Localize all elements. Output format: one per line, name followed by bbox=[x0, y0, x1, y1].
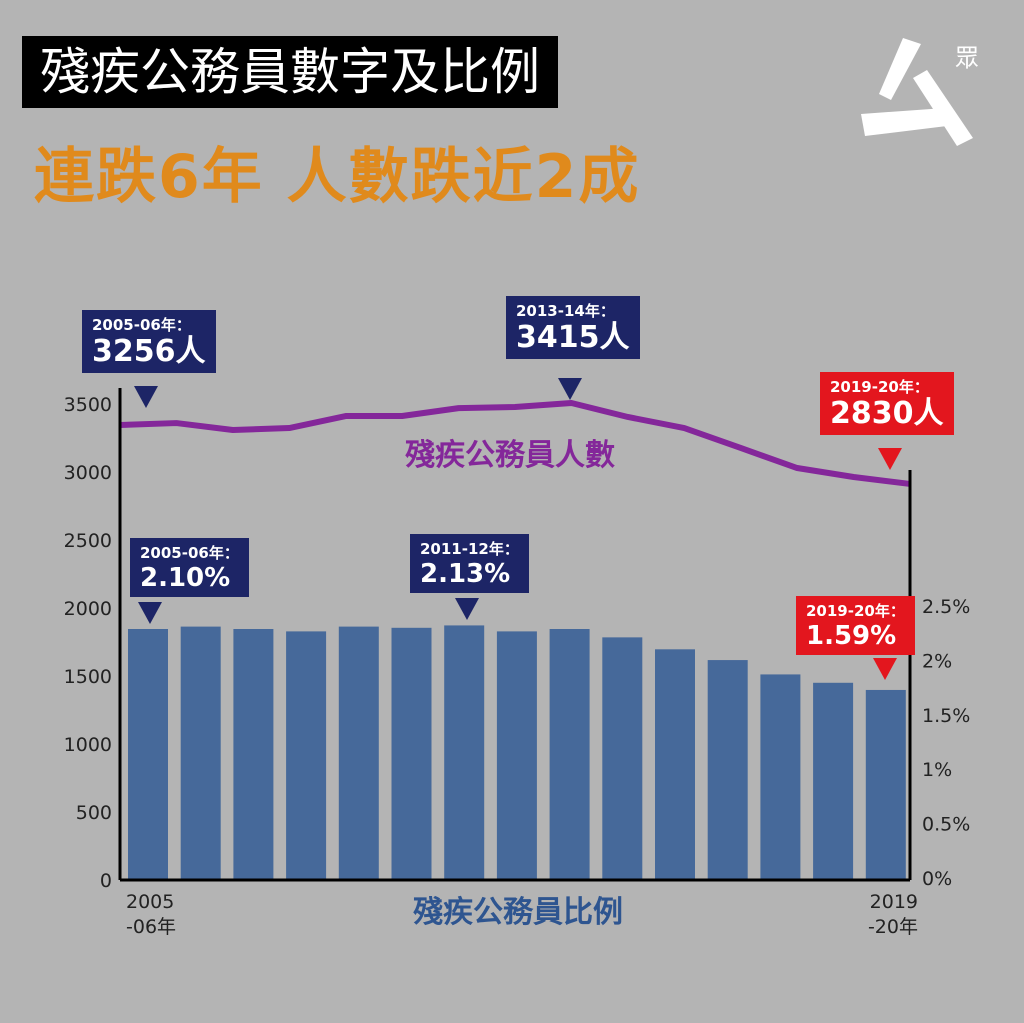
bar-2014-15 bbox=[602, 637, 643, 880]
pointer-triangle bbox=[878, 448, 902, 470]
pointer-triangle bbox=[873, 658, 897, 680]
x-tick-label: -06年 bbox=[126, 916, 176, 938]
bar-2019-20 bbox=[865, 689, 906, 880]
bar-2008-09 bbox=[286, 631, 327, 880]
subtitle: 連跌6年 人數跌近2成 bbox=[34, 142, 641, 212]
annotation-ratio-end: 2019-20年： 1.59% bbox=[796, 596, 915, 655]
right-tick: 0.5% bbox=[922, 814, 970, 836]
annotation-count-end: 2019-20年： 2830人 bbox=[820, 372, 954, 435]
right-tick: 1.5% bbox=[922, 705, 970, 727]
bar-2013-14 bbox=[549, 629, 590, 880]
bar-2016-17 bbox=[707, 660, 748, 880]
right-tick: 1% bbox=[922, 759, 952, 781]
right-tick: 0% bbox=[922, 868, 952, 890]
bar-2017-18 bbox=[760, 674, 801, 880]
title: 殘疾公務員數字及比例 bbox=[22, 36, 558, 108]
annotation-count-peak: 2013-14年： 3415人 bbox=[506, 296, 640, 359]
left-tick: 1000 bbox=[64, 734, 112, 756]
bar-2012-13 bbox=[496, 631, 537, 880]
right-tick: 2% bbox=[922, 650, 952, 672]
bar-2009-10 bbox=[338, 626, 379, 880]
pointer-triangle bbox=[558, 378, 582, 400]
left-tick: 1500 bbox=[64, 666, 112, 688]
left-tick: 3000 bbox=[64, 462, 112, 484]
x-tick-label: 2005 bbox=[126, 891, 174, 913]
pointer-triangle bbox=[455, 598, 479, 620]
bar-2006-07 bbox=[180, 626, 221, 880]
bar-2011-12 bbox=[444, 625, 485, 880]
left-tick: 0 bbox=[100, 870, 112, 892]
logo: 眾 bbox=[861, 38, 979, 146]
left-tick: 3500 bbox=[64, 394, 112, 416]
right-tick: 2.5% bbox=[922, 596, 970, 618]
x-tick-label: -20年 bbox=[868, 916, 918, 938]
pointer-triangle bbox=[138, 602, 162, 624]
left-tick: 2000 bbox=[64, 598, 112, 620]
bar-series-label: 殘疾公務員比例 bbox=[413, 895, 623, 930]
line-series-label: 殘疾公務員人數 bbox=[405, 438, 615, 473]
bar-2005-06 bbox=[128, 629, 168, 880]
bar-2010-11 bbox=[391, 627, 432, 880]
bar-2018-19 bbox=[813, 682, 854, 880]
annotation-ratio-peak: 2011-12年： 2.13% bbox=[410, 534, 529, 593]
left-tick: 500 bbox=[76, 802, 112, 824]
left-tick: 2500 bbox=[64, 530, 112, 552]
svg-text:眾: 眾 bbox=[955, 44, 979, 72]
annotation-count-start: 2005-06年： 3256人 bbox=[82, 310, 216, 373]
pointer-triangle bbox=[134, 386, 158, 408]
x-tick-label: 2019 bbox=[870, 891, 918, 913]
bar-2015-16 bbox=[655, 649, 695, 880]
bar-2007-08 bbox=[233, 629, 274, 880]
annotation-ratio-start: 2005-06年： 2.10% bbox=[130, 538, 249, 597]
